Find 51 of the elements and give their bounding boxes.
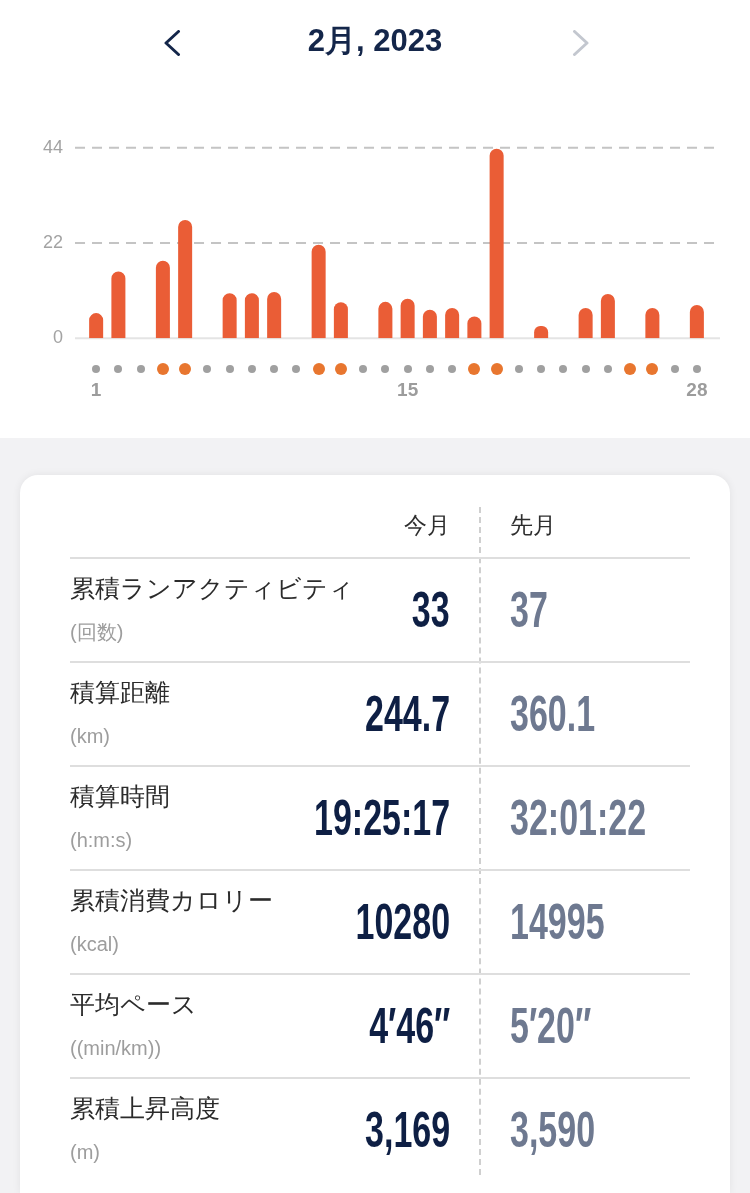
text: 平均ペース [70, 989, 197, 1019]
text: 5′20″ [510, 998, 592, 1054]
y-tick-label: 22 [42, 231, 64, 252]
text: 33 [412, 582, 450, 638]
bar [111, 271, 126, 339]
text: 37 [510, 582, 548, 638]
text: 先月 [510, 511, 556, 539]
bar [600, 294, 615, 339]
text: 今月 [404, 511, 450, 539]
bar [578, 307, 593, 339]
bar [378, 301, 393, 339]
text: 10280 [355, 894, 450, 950]
text: 累積上昇高度 [70, 1093, 220, 1123]
bar [445, 307, 460, 339]
bar [311, 244, 326, 339]
bar [244, 293, 259, 339]
text: 累積ランアクティビティ [70, 573, 354, 603]
text: (kcal) [70, 932, 119, 957]
bar [155, 260, 170, 339]
text: (回数) [70, 620, 124, 645]
text: ((min/km)) [70, 1036, 162, 1061]
y-tick-label: 0 [53, 327, 64, 348]
text: 累積消費カロリー [70, 885, 273, 915]
text: 積算時間 [70, 781, 170, 811]
text: 4′46″ [368, 998, 450, 1054]
text: 244.7 [364, 686, 450, 742]
text: 19:25:17 [313, 790, 450, 846]
text: (h:m:s) [70, 828, 133, 853]
bar [689, 304, 704, 339]
bar [222, 293, 237, 339]
x-tick-label: 15 [397, 378, 419, 400]
bar [89, 313, 104, 339]
x-tick-label: 1 [90, 378, 102, 400]
bar [267, 291, 282, 339]
text: 積算距離 [70, 677, 170, 707]
bar [333, 302, 348, 339]
x-tick-label: 28 [686, 378, 708, 400]
chart-title: 2月, 2023 [307, 22, 443, 60]
text: 32:01:22 [510, 790, 647, 846]
bar [489, 148, 504, 339]
text: 360.1 [510, 686, 596, 742]
text: 3,169 [364, 1102, 450, 1158]
text: 3,590 [510, 1102, 596, 1158]
y-tick-label: 44 [42, 136, 64, 157]
text: 14995 [510, 894, 605, 950]
bar [422, 309, 437, 339]
bar [645, 307, 660, 339]
bar [178, 220, 193, 339]
text: (m) [70, 1140, 100, 1165]
bar [400, 298, 415, 339]
text: (km) [70, 724, 110, 749]
